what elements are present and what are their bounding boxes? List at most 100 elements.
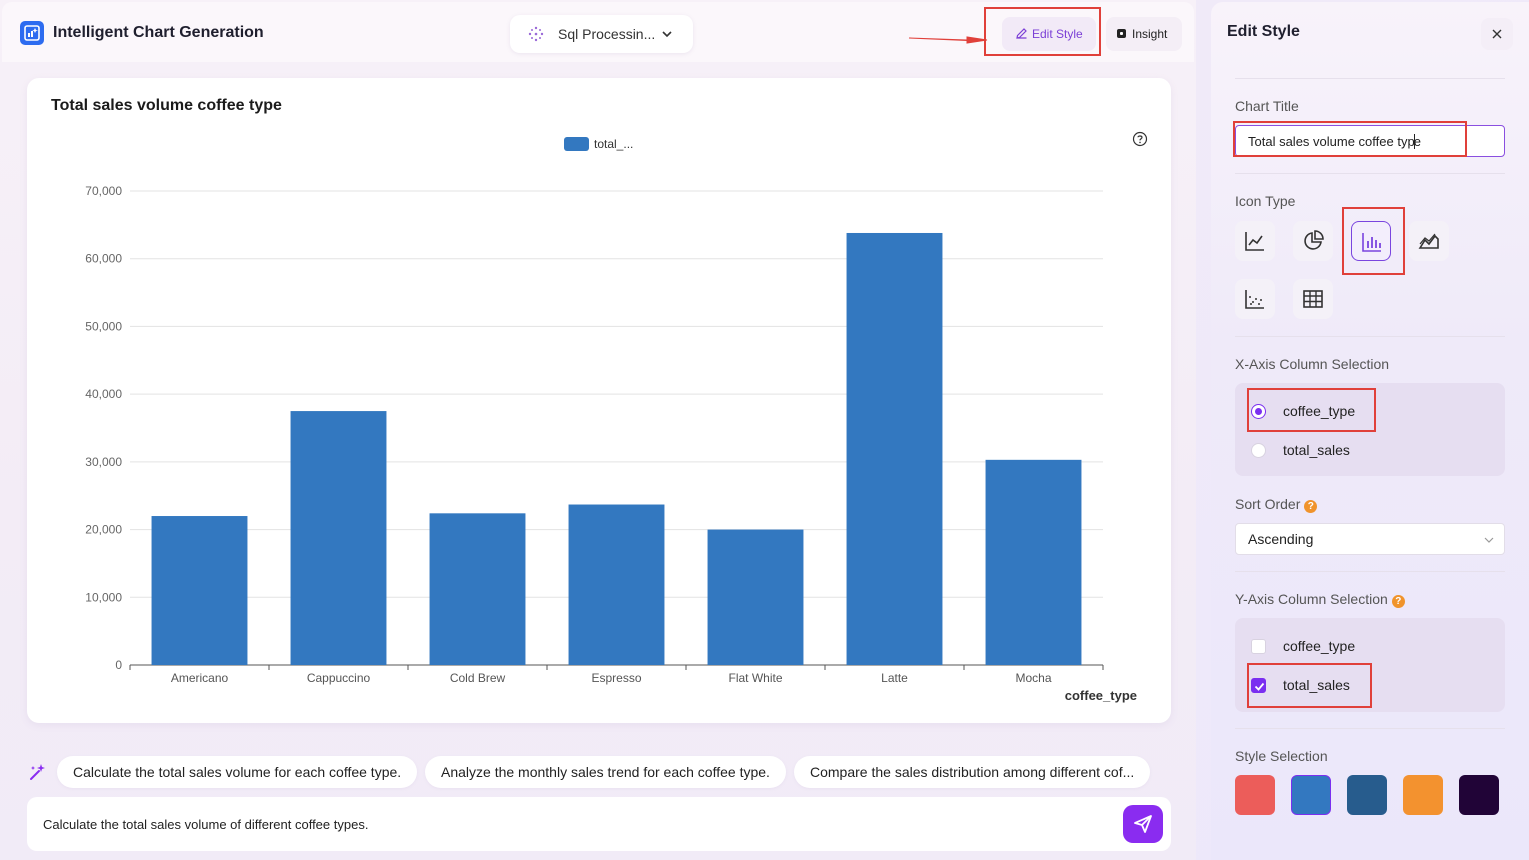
chart-card: Total sales volume coffee type 0 10,000 20… bbox=[27, 78, 1171, 723]
divider bbox=[1235, 728, 1505, 729]
y-tick-label: 70,000 bbox=[85, 184, 122, 198]
x-tick-label: Cold Brew bbox=[450, 671, 506, 685]
bar bbox=[568, 504, 665, 665]
checkbox-checked bbox=[1251, 678, 1266, 693]
query-input-text: Calculate the total sales volume of diff… bbox=[43, 817, 369, 832]
x-tick-label: Mocha bbox=[1015, 671, 1051, 685]
style-swatch[interactable] bbox=[1403, 775, 1443, 815]
close-button[interactable] bbox=[1481, 18, 1513, 50]
edit-style-panel: Edit Style Chart Title Total sales volum… bbox=[1211, 2, 1529, 860]
check-icon bbox=[1254, 682, 1265, 691]
x-axis-label: X-Axis Column Selection bbox=[1235, 356, 1390, 372]
y-tick-label: 20,000 bbox=[85, 523, 122, 537]
help-icon[interactable] bbox=[1132, 131, 1148, 147]
bar bbox=[290, 411, 387, 665]
checkbox-unchecked bbox=[1251, 639, 1266, 654]
divider bbox=[1235, 571, 1505, 572]
sort-order-value: Ascending bbox=[1248, 531, 1314, 547]
send-icon bbox=[1134, 815, 1152, 833]
chart-title-highlight bbox=[1233, 121, 1467, 157]
text-caret bbox=[1413, 134, 1415, 149]
pie-chart-icon bbox=[1304, 230, 1324, 250]
table-button[interactable] bbox=[1293, 279, 1333, 319]
bar bbox=[985, 459, 1082, 665]
question-icon[interactable]: ? bbox=[1391, 595, 1405, 608]
bar bbox=[151, 516, 248, 665]
x-tick-label: Americano bbox=[171, 671, 229, 685]
query-input[interactable]: Calculate the total sales volume of diff… bbox=[27, 797, 1171, 851]
y-axis-text: Y-Axis Column Selection bbox=[1235, 591, 1388, 607]
divider bbox=[1235, 336, 1505, 337]
style-swatch[interactable] bbox=[1235, 775, 1275, 815]
scatter-chart-icon bbox=[1245, 290, 1264, 309]
radio-checked bbox=[1251, 404, 1266, 419]
app-logo-icon bbox=[20, 21, 44, 45]
chevron-down-icon bbox=[1484, 537, 1494, 543]
chart-title-label: Chart Title bbox=[1235, 98, 1299, 114]
sort-order-text: Sort Order bbox=[1235, 496, 1301, 512]
x-tick-label: Flat White bbox=[728, 671, 782, 685]
x-tick-label: Espresso bbox=[591, 671, 641, 685]
x-tick-label: Cappuccino bbox=[307, 671, 371, 685]
y-axis-label: Y-Axis Column Selection? bbox=[1235, 591, 1405, 608]
pencil-icon bbox=[1016, 28, 1027, 39]
edit-style-button[interactable]: Edit Style bbox=[1002, 17, 1096, 51]
chart-title-input-value: Total sales volume coffee type bbox=[1248, 134, 1421, 149]
x-option-label: coffee_type bbox=[1283, 403, 1356, 419]
style-swatch[interactable] bbox=[1291, 775, 1331, 815]
line-chart-icon bbox=[1245, 232, 1264, 251]
y-option-label: total_sales bbox=[1283, 677, 1350, 693]
y-tick-label: 0 bbox=[115, 658, 122, 672]
suggestion-chip[interactable]: Calculate the total sales volume for eac… bbox=[57, 756, 418, 788]
sparkle-icon bbox=[30, 764, 45, 780]
edit-style-label: Edit Style bbox=[1032, 27, 1083, 41]
bar-chart: 0 10,000 20,000 30,000 40,000 50,000 60,000 70,… bbox=[85, 137, 1137, 703]
sort-order-label: Sort Order? bbox=[1235, 496, 1318, 513]
line-chart-button[interactable] bbox=[1235, 221, 1275, 261]
question-icon[interactable]: ? bbox=[1304, 500, 1318, 513]
divider bbox=[1235, 78, 1505, 79]
send-button[interactable] bbox=[1123, 805, 1163, 843]
edit-style-highlight bbox=[984, 7, 1101, 56]
bar-chart-button[interactable] bbox=[1351, 221, 1391, 261]
bar-chart-highlight bbox=[1342, 207, 1405, 275]
app-title: Intelligent Chart Generation bbox=[53, 24, 264, 41]
y-tick-label: 10,000 bbox=[85, 590, 122, 604]
y-tick-label: 30,000 bbox=[85, 455, 122, 469]
chevron-down-icon bbox=[662, 31, 672, 38]
y-tick-label: 40,000 bbox=[85, 387, 122, 401]
pie-chart-button[interactable] bbox=[1293, 221, 1333, 261]
main-area: Intelligent Chart Generation Sql Process… bbox=[0, 0, 1196, 860]
icon-type-label: Icon Type bbox=[1235, 193, 1296, 209]
radio-unchecked bbox=[1251, 443, 1266, 458]
bar bbox=[429, 513, 526, 665]
legend-label: total_... bbox=[594, 137, 633, 151]
style-swatch[interactable] bbox=[1459, 775, 1499, 815]
x-option-highlight bbox=[1247, 388, 1376, 432]
insight-icon bbox=[1117, 29, 1126, 38]
annotation-arrow bbox=[908, 36, 988, 44]
x-tick-label: Latte bbox=[881, 671, 908, 685]
y-tick-label: 60,000 bbox=[85, 252, 122, 266]
y-option-highlight bbox=[1247, 663, 1372, 708]
suggestion-chip[interactable]: Compare the sales distribution among dif… bbox=[794, 756, 1151, 788]
insight-button[interactable]: Insight bbox=[1106, 17, 1182, 51]
suggestion-chip[interactable]: Analyze the monthly sales trend for each… bbox=[425, 756, 786, 788]
area-chart-button[interactable] bbox=[1409, 221, 1449, 261]
style-swatch[interactable] bbox=[1347, 775, 1387, 815]
bar bbox=[846, 232, 943, 666]
sort-order-select[interactable]: Ascending bbox=[1235, 523, 1505, 555]
insight-label: Insight bbox=[1132, 27, 1168, 41]
dataset-select[interactable]: Sql Processin... bbox=[510, 15, 693, 53]
divider bbox=[1235, 173, 1505, 174]
x-option-label: total_sales bbox=[1283, 442, 1350, 458]
grid-dots-icon bbox=[528, 26, 544, 42]
y-option-label: coffee_type bbox=[1283, 638, 1356, 654]
x-axis-radio-group: coffee_type total_sales bbox=[1235, 383, 1505, 476]
panel-title: Edit Style bbox=[1227, 23, 1300, 40]
close-icon bbox=[1492, 29, 1502, 39]
bar-chart-icon bbox=[1362, 233, 1381, 252]
scatter-chart-button[interactable] bbox=[1235, 279, 1275, 319]
top-bar: Intelligent Chart Generation Sql Process… bbox=[2, 2, 1194, 62]
chart-title: Total sales volume coffee type bbox=[51, 97, 282, 114]
